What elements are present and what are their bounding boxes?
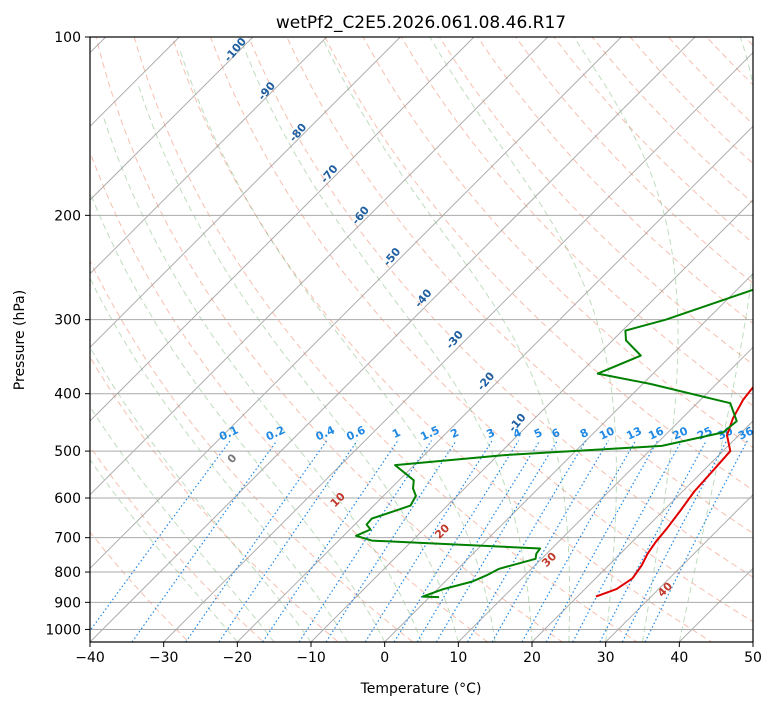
- x-tick-label: 20: [523, 650, 541, 666]
- x-axis-label: Temperature (°C): [360, 681, 482, 697]
- x-tick-label: 30: [597, 650, 615, 666]
- y-tick-label: 500: [54, 444, 81, 460]
- y-tick-label: 600: [54, 491, 81, 507]
- y-tick-label: 700: [54, 531, 81, 547]
- y-tick-label: 300: [54, 313, 81, 329]
- x-tick-label: −20: [223, 650, 253, 666]
- x-tick-label: −40: [75, 650, 105, 666]
- x-tick-label: 0: [380, 650, 389, 666]
- y-tick-label: 400: [54, 387, 81, 403]
- x-tick-label: 40: [670, 650, 688, 666]
- x-tick-label: −30: [149, 650, 179, 666]
- y-tick-label: 800: [54, 565, 81, 581]
- y-tick-label: 100: [54, 30, 81, 46]
- y-tick-label: 900: [54, 595, 81, 611]
- y-axis-label: Pressure (hPa): [12, 290, 28, 390]
- x-tick-label: 50: [744, 650, 762, 666]
- y-tick-label: 1000: [45, 622, 81, 638]
- x-tick-label: 10: [449, 650, 467, 666]
- chart-title: wetPf2_C2E5.2026.061.08.46.R17: [276, 13, 566, 33]
- x-tick-label: −10: [296, 650, 326, 666]
- y-tick-label: 200: [54, 208, 81, 224]
